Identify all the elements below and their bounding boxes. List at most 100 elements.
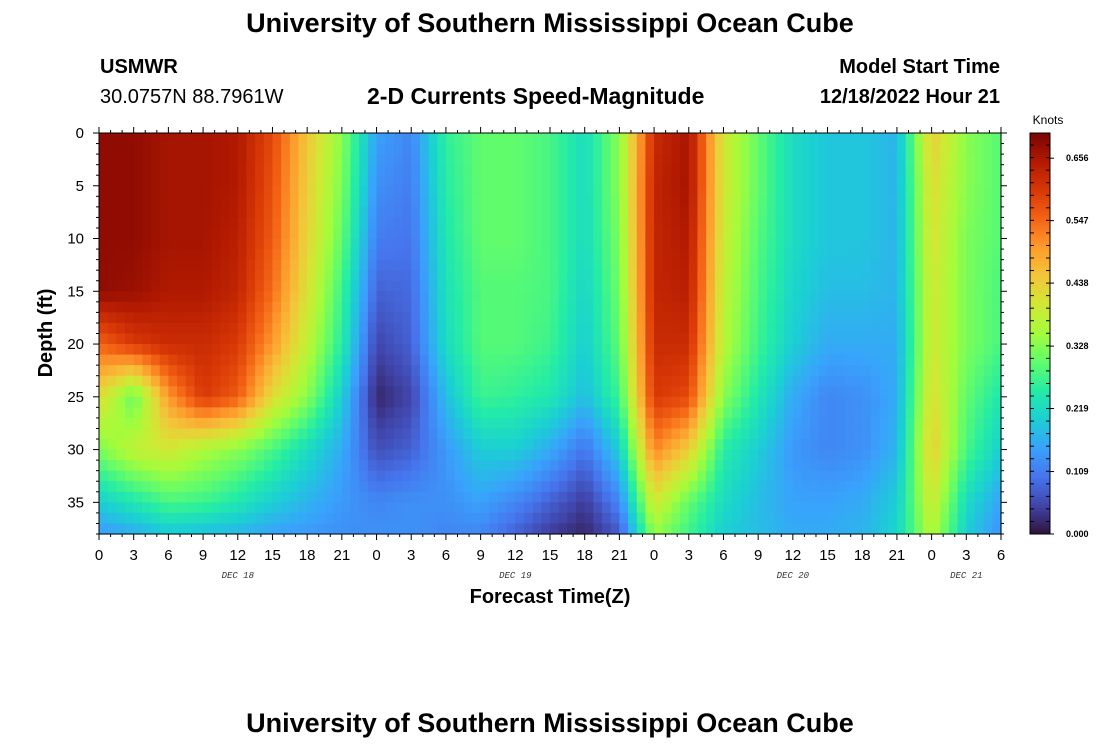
heat-cell: [402, 301, 412, 313]
heat-cell: [810, 375, 820, 387]
heat-cell: [177, 460, 187, 472]
heat-cell: [185, 227, 195, 240]
heat-cell: [775, 312, 785, 324]
heat-cell: [272, 249, 282, 261]
heat-cell: [471, 154, 482, 166]
heat-cell: [523, 386, 534, 398]
heat-cell: [203, 249, 213, 261]
heat-cell: [194, 133, 204, 145]
heat-cell: [133, 217, 143, 229]
heat-cell: [229, 512, 239, 525]
heat-cell: [922, 322, 933, 335]
heat-cell: [914, 502, 924, 514]
heat-cell: [550, 502, 560, 514]
heat-cell: [810, 217, 820, 229]
heat-cell: [714, 291, 725, 303]
heat-cell: [419, 386, 430, 398]
heat-cell: [827, 154, 837, 166]
heat-cell: [732, 270, 742, 282]
heat-cell: [506, 185, 516, 197]
heat-cell: [142, 259, 152, 271]
heat-cell: [471, 407, 482, 419]
heat-cell: [281, 428, 291, 440]
heat-cell: [940, 280, 950, 292]
heat-cell: [879, 460, 889, 472]
heat-cell: [619, 301, 629, 313]
heat-cell: [567, 449, 577, 461]
heat-cell: [185, 322, 195, 335]
heat-cell: [411, 154, 421, 166]
heat-cell: [272, 185, 282, 197]
heat-cell: [177, 333, 187, 345]
heat-cell: [454, 354, 464, 366]
heat-cell: [662, 449, 673, 461]
heat-cell: [151, 428, 161, 440]
heat-cell: [792, 470, 803, 482]
heat-cell: [315, 238, 326, 250]
heat-cell: [350, 344, 360, 356]
heat-cell: [619, 407, 629, 419]
heat-cell: [411, 407, 421, 419]
heat-cell: [168, 164, 178, 176]
heat-cell: [428, 354, 438, 366]
heat-cell: [289, 206, 300, 219]
heat-cell: [723, 375, 733, 387]
heat-cell: [194, 439, 204, 451]
heat-cell: [896, 185, 907, 197]
heat-cell: [593, 196, 603, 208]
heat-cell: [471, 217, 482, 229]
heat-cell: [740, 196, 751, 208]
heat-cell: [636, 175, 646, 187]
heat-cell: [801, 280, 811, 292]
heat-cell: [671, 291, 681, 303]
heat-cell: [870, 417, 881, 430]
heat-cell: [315, 512, 326, 525]
heat-cell: [272, 481, 282, 493]
heat-cell: [584, 143, 594, 155]
heat-cell: [255, 375, 265, 387]
heat-cell: [255, 365, 265, 377]
heat-cell: [662, 439, 673, 451]
heat-cell: [758, 143, 768, 155]
heat-cell: [532, 491, 542, 503]
heat-cell: [619, 164, 629, 176]
heat-cell: [940, 407, 950, 419]
heat-cell: [784, 322, 794, 335]
heat-cell: [402, 164, 412, 176]
heat-cell: [497, 259, 508, 271]
heat-cell: [341, 280, 352, 292]
heat-cell: [211, 133, 222, 145]
heat-cell: [229, 175, 239, 187]
heat-cell: [211, 396, 222, 408]
heat-cell: [905, 133, 915, 145]
heat-cell: [307, 396, 317, 408]
heat-cell: [602, 439, 612, 451]
heat-cell: [654, 333, 664, 345]
heat-cell: [454, 365, 464, 377]
heat-cell: [818, 238, 829, 250]
heat-cell: [558, 322, 568, 335]
heat-cell: [350, 449, 360, 461]
heat-cell: [454, 206, 464, 219]
heat-cell: [359, 365, 369, 377]
heat-cell: [888, 375, 898, 387]
heat-cell: [142, 217, 152, 229]
heat-cell: [315, 502, 326, 514]
heat-cell: [272, 133, 282, 145]
heat-cell: [116, 502, 126, 514]
heat-cell: [862, 502, 872, 514]
heat-cell: [393, 280, 404, 292]
heat-cell: [948, 259, 959, 271]
heat-cell: [497, 238, 508, 250]
heat-cell: [445, 417, 456, 430]
heat-cell: [151, 259, 161, 271]
heat-cell: [567, 428, 577, 440]
heat-cell: [688, 227, 699, 240]
heat-cell: [593, 417, 603, 430]
heat-cell: [870, 259, 881, 271]
heat-cell: [125, 523, 135, 535]
heat-cell: [870, 196, 881, 208]
heat-cell: [471, 238, 482, 250]
heat-cell: [281, 291, 291, 303]
heat-cell: [307, 280, 317, 292]
